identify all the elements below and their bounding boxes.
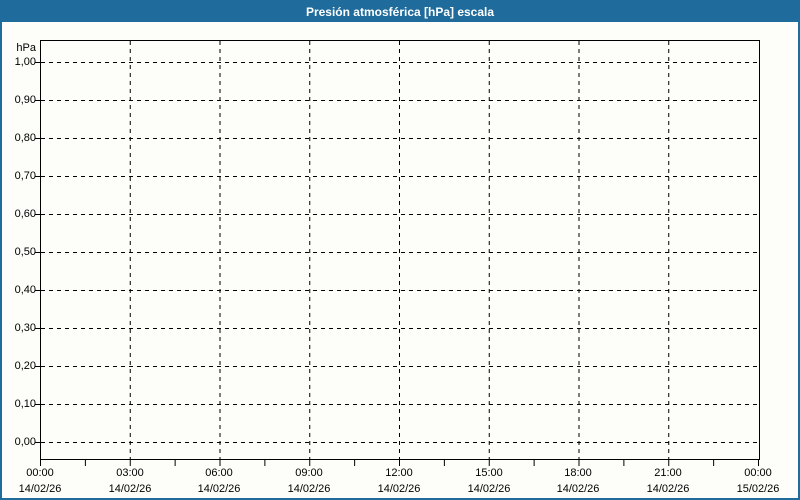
- x-axis-date-label: 14/02/26: [377, 483, 421, 495]
- x-axis-date-label: 14/02/26: [646, 483, 690, 495]
- plot-grid: [35, 40, 760, 466]
- chart-title: Presión atmosférica [hPa] escala: [305, 5, 495, 19]
- x-axis-date-label: 14/02/26: [18, 483, 62, 495]
- chart-title-bar: Presión atmosférica [hPa] escala: [2, 2, 798, 22]
- x-axis-time-label: 12:00: [385, 467, 413, 479]
- y-axis-unit-label: hPa: [16, 42, 36, 54]
- x-axis-time-label: 06:00: [205, 467, 233, 479]
- y-axis-tick-label: 0,40: [14, 284, 36, 296]
- x-axis-time-label: 00:00: [744, 467, 772, 479]
- y-axis-tick-label: 0,90: [14, 94, 36, 106]
- y-axis-tick-label: 0,20: [14, 360, 36, 372]
- x-axis-label-group: 09:00 14/02/26: [274, 465, 344, 497]
- x-axis-date-label: 14/02/26: [287, 483, 331, 495]
- y-axis-tick-label: 0,50: [14, 246, 36, 258]
- y-axis-tick-label: 0,80: [14, 132, 36, 144]
- x-axis-date-label: 14/02/26: [467, 483, 511, 495]
- x-axis-date-label: 14/02/26: [556, 483, 600, 495]
- x-axis-date-label: 14/02/26: [108, 483, 152, 495]
- x-axis-date-label: 14/02/26: [197, 483, 241, 495]
- x-axis-time-label: 03:00: [116, 467, 144, 479]
- y-axis-tick-label: 0,60: [14, 208, 36, 220]
- y-axis-tick-label: 0,30: [14, 322, 36, 334]
- x-axis-time-label: 15:00: [475, 467, 503, 479]
- x-axis-time-label: 09:00: [295, 467, 323, 479]
- y-axis-tick-label: 0,00: [14, 436, 36, 448]
- x-axis-time-label: 21:00: [654, 467, 682, 479]
- x-axis-label-group: 00:00 15/02/26: [723, 465, 793, 497]
- x-axis-label-group: 18:00 14/02/26: [543, 465, 613, 497]
- y-axis-tick-label: 0,70: [14, 170, 36, 182]
- x-axis-label-group: 21:00 14/02/26: [633, 465, 703, 497]
- x-axis-label-group: 00:00 14/02/26: [5, 465, 75, 497]
- x-axis-label-group: 12:00 14/02/26: [364, 465, 434, 497]
- x-axis-label-group: 03:00 14/02/26: [95, 465, 165, 497]
- x-axis-label-group: 06:00 14/02/26: [184, 465, 254, 497]
- x-axis-time-label: 00:00: [26, 467, 54, 479]
- x-axis-label-group: 15:00 14/02/26: [454, 465, 524, 497]
- y-axis-tick-label: 0,10: [14, 398, 36, 410]
- x-axis-date-label: 15/02/26: [736, 483, 780, 495]
- y-axis-tick-label: 1,00: [14, 56, 36, 68]
- x-axis-time-label: 18:00: [564, 467, 592, 479]
